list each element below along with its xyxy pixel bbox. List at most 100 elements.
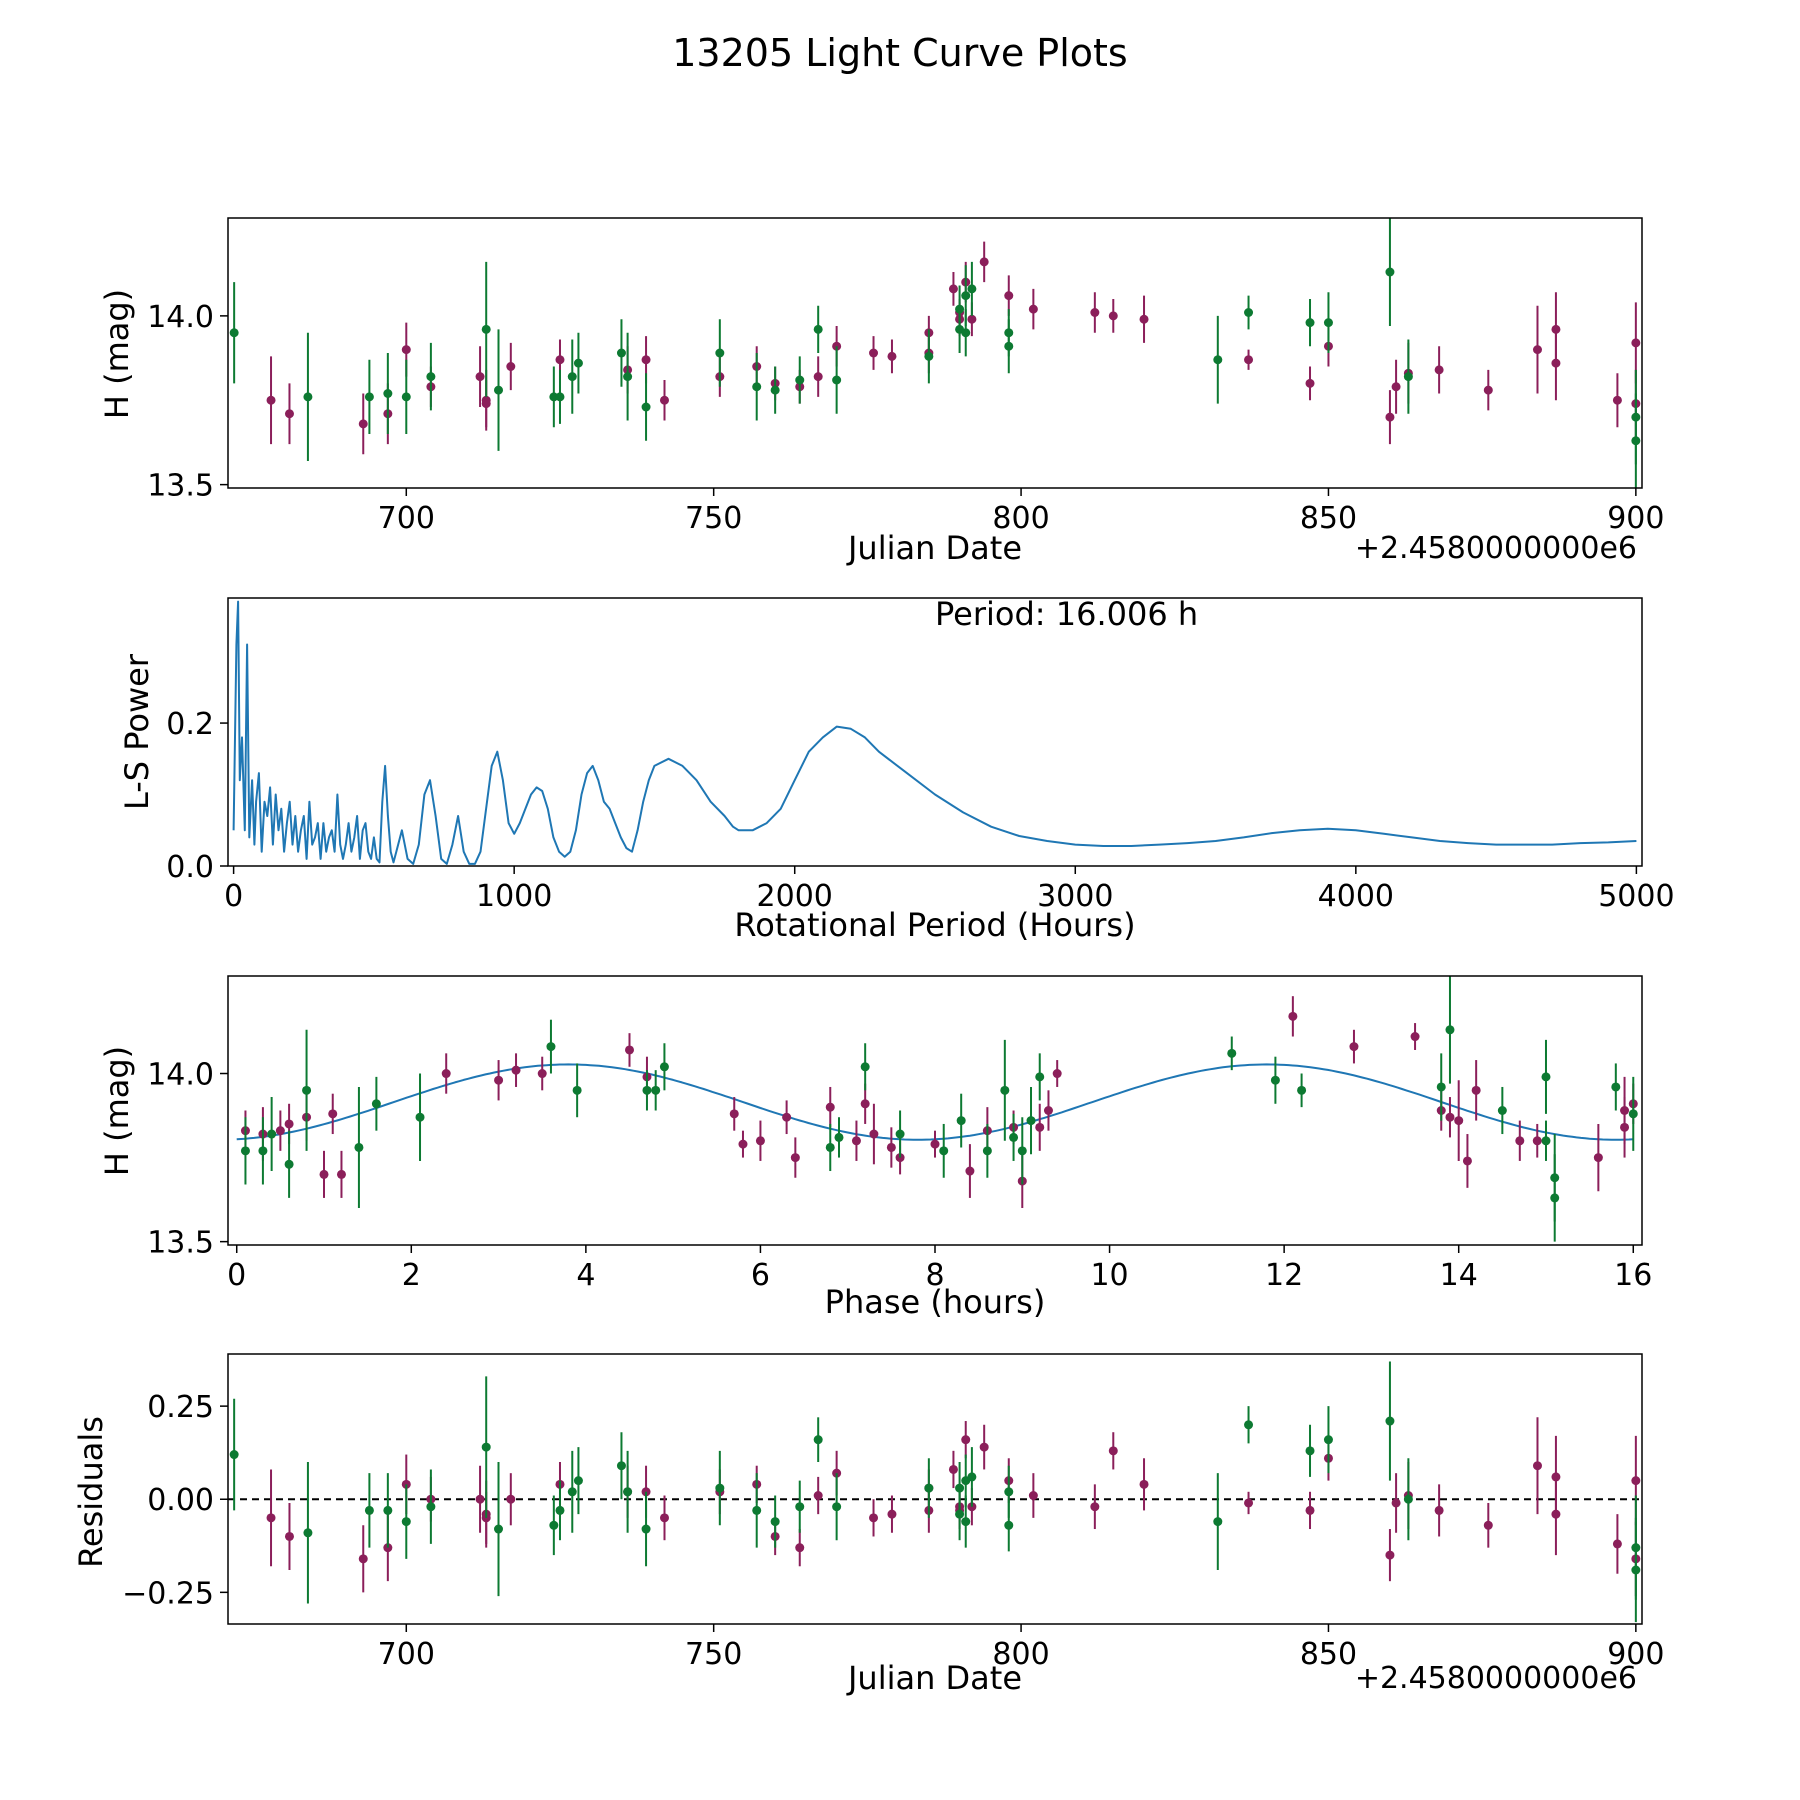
residuals-x-tick-label: 750	[685, 1637, 742, 1672]
residuals-data-point	[1108, 1446, 1118, 1456]
lightcurve-data-point	[266, 395, 276, 405]
lightcurve-data-point	[1305, 378, 1315, 388]
phase-data-point	[537, 1069, 547, 1079]
phase-data-point	[1410, 1032, 1420, 1042]
phase-data-point	[860, 1062, 870, 1072]
lightcurve-data-point	[887, 351, 897, 361]
lightcurve-y-label: H (mag)	[98, 289, 136, 419]
period-annotation: Period: 16.006 h	[935, 595, 1198, 633]
lightcurve-data-point	[813, 372, 823, 382]
phase-data-point	[1462, 1156, 1472, 1166]
phase-plot-area	[236, 976, 1638, 1242]
lightcurve-data-point	[1631, 338, 1641, 348]
residuals-data-point	[832, 1502, 842, 1512]
residuals-x-tick-label: 800	[992, 1637, 1049, 1672]
residuals-data-point	[1139, 1479, 1149, 1489]
periodogram-x-tick-label: 2000	[757, 879, 833, 914]
phase-data-point	[1270, 1075, 1280, 1085]
lightcurve-plot-area	[229, 218, 1641, 488]
phase-data-point	[258, 1146, 268, 1156]
phase-data-point	[319, 1169, 329, 1179]
lightcurve-x-tick-label: 850	[1300, 501, 1357, 536]
lightcurve-data-point	[623, 372, 633, 382]
lightcurve-x-tick-label: 700	[378, 501, 435, 536]
phase-data-point	[659, 1062, 669, 1072]
residuals-data-point	[715, 1483, 725, 1493]
lightcurve-y-tick-label: 14.0	[147, 300, 214, 335]
lightcurve-data-point	[1385, 267, 1395, 277]
phase-data-point	[1541, 1072, 1551, 1082]
phase-data-point	[869, 1129, 879, 1139]
lightcurve-data-point	[567, 372, 577, 382]
lightcurve-data-point	[549, 392, 559, 402]
lightcurve-x-tick-label: 800	[992, 501, 1049, 536]
phase-data-point	[1009, 1132, 1019, 1142]
lightcurve-x-label: Julian Date	[846, 529, 1022, 567]
lightcurve-data-point	[555, 392, 565, 402]
lightcurve-data-point	[715, 348, 725, 358]
lightcurve-data-point	[555, 355, 565, 365]
phase-data-point	[1445, 1112, 1455, 1122]
phase-data-point	[302, 1085, 312, 1095]
residuals-data-point	[1305, 1505, 1315, 1515]
lightcurve-data-point	[1434, 365, 1444, 375]
phase-data-point	[642, 1085, 652, 1095]
periodogram-plot-area	[232, 600, 1637, 865]
lightcurve-data-point	[641, 355, 651, 365]
periodogram-x-tick-label: 3000	[1037, 879, 1113, 914]
phase-x-tick-label: 8	[925, 1258, 944, 1293]
figure-title: 13205 Light Curve Plots	[672, 31, 1127, 75]
residuals-data-point	[573, 1476, 583, 1486]
periodogram-panel: Rotational Period (Hours) L-S Power Peri…	[118, 595, 1675, 944]
phase-data-point	[1227, 1048, 1237, 1058]
residuals-plot-area	[228, 1361, 1642, 1623]
lightcurve-data-point	[1028, 304, 1038, 314]
residuals-data-point	[869, 1513, 879, 1523]
residuals-data-point	[401, 1517, 411, 1527]
lightcurve-data-point	[573, 358, 583, 368]
periodogram-x-tick-label: 5000	[1598, 879, 1674, 914]
periodogram-power-line	[232, 600, 1637, 865]
lightcurve-data-point	[1483, 385, 1493, 395]
lightcurve-panel: Julian Date +2.4580000000e6 H (mag) 700 7…	[98, 217, 1664, 567]
residuals-data-point	[1532, 1461, 1542, 1471]
residuals-data-point	[948, 1464, 958, 1474]
periodogram-axes-frame	[227, 597, 1643, 867]
residuals-data-point	[961, 1517, 971, 1527]
phase-data-point	[738, 1139, 748, 1149]
phase-data-point	[328, 1109, 338, 1119]
phase-data-point	[886, 1142, 896, 1152]
phase-data-point	[494, 1075, 504, 1085]
phase-data-point	[1620, 1106, 1630, 1115]
phase-x-tick-label: 10	[1090, 1258, 1128, 1293]
phase-x-tick-label: 16	[1614, 1258, 1652, 1293]
lightcurve-data-point	[1391, 382, 1401, 392]
phase-data-point	[1349, 1042, 1359, 1052]
phase-data-point	[572, 1085, 582, 1095]
residuals-data-point	[887, 1509, 897, 1519]
lightcurve-data-point	[813, 324, 823, 334]
residuals-data-point	[303, 1528, 313, 1538]
phase-data-point	[1017, 1146, 1027, 1156]
lightcurve-data-point	[1532, 345, 1542, 355]
lightcurve-data-point	[659, 395, 669, 405]
phase-data-point	[371, 1099, 381, 1109]
phase-data-point	[336, 1169, 346, 1179]
lightcurve-data-point	[506, 362, 516, 371]
periodogram-y-tick-label: 0.2	[166, 707, 214, 742]
residuals-data-point	[481, 1442, 491, 1452]
phase-data-point	[415, 1112, 425, 1122]
residuals-data-point	[924, 1483, 934, 1493]
lightcurve-data-point	[1139, 314, 1149, 324]
phase-data-point	[1471, 1085, 1481, 1095]
phase-data-point	[834, 1132, 844, 1142]
phase-data-point	[1052, 1069, 1062, 1079]
residuals-data-point	[475, 1494, 485, 1504]
phase-data-point	[965, 1166, 975, 1176]
phase-data-point	[1628, 1109, 1638, 1119]
phase-data-point	[729, 1109, 739, 1119]
lightcurve-data-point	[426, 372, 436, 382]
phase-data-point	[1035, 1122, 1045, 1132]
residuals-x-offset: +2.4580000000e6	[1355, 1661, 1637, 1696]
